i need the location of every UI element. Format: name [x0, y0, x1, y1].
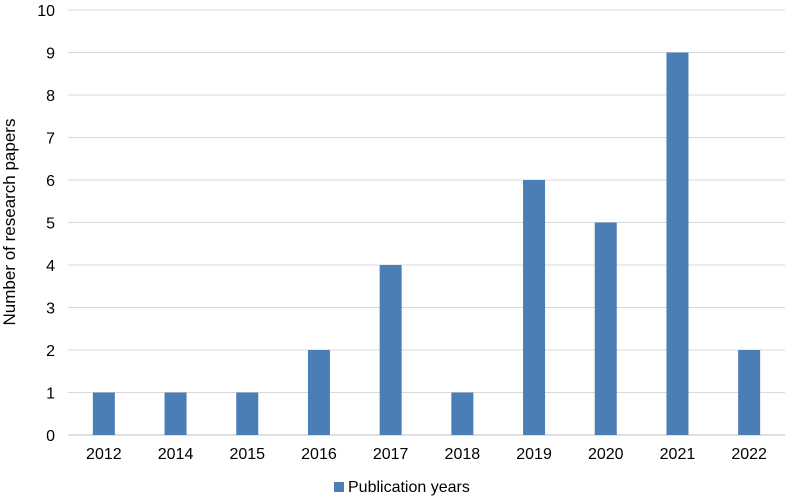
y-tick-label: 3	[46, 301, 55, 318]
x-tick-label-2021: 2021	[660, 446, 696, 463]
x-tick-label-2012: 2012	[86, 446, 122, 463]
y-tick-label: 5	[46, 216, 55, 233]
legend-label: Publication years	[348, 479, 470, 496]
x-tick-label-2015: 2015	[229, 446, 265, 463]
y-axis-title: Number of research papers	[0, 119, 19, 326]
x-axis-ticks: 2012 2014 2015 2016 2017 2018 2019 2020 2021 2022	[86, 446, 767, 463]
y-tick-label: 1	[46, 386, 55, 403]
bars	[92, 52, 761, 435]
y-tick-label: 8	[46, 88, 55, 105]
bar-2012	[92, 392, 115, 435]
y-tick-label: 4	[46, 258, 55, 275]
bar-2018	[451, 392, 474, 435]
bar-2016	[307, 350, 330, 435]
y-tick-label: 9	[46, 46, 55, 63]
x-tick-label-2018: 2018	[445, 446, 481, 463]
x-tick-label-2020: 2020	[588, 446, 624, 463]
x-tick-label-2014: 2014	[158, 446, 194, 463]
x-tick-label-2022: 2022	[731, 446, 767, 463]
y-tick-label: 0	[46, 428, 55, 445]
legend-swatch	[334, 482, 344, 492]
x-tick-label-2016: 2016	[301, 446, 337, 463]
y-tick-label: 6	[46, 173, 55, 190]
y-axis-ticks: 0 1 2 3 4 5 6 7 8 9 10	[37, 3, 55, 445]
bar-2022	[738, 350, 761, 435]
y-tick-label: 10	[37, 3, 55, 20]
y-tick-label: 2	[46, 343, 55, 360]
bar-2014	[164, 392, 187, 435]
y-tick-label: 7	[46, 131, 55, 148]
gridlines	[68, 9, 785, 436]
x-tick-label-2017: 2017	[373, 446, 409, 463]
bar-2020	[594, 222, 617, 435]
bar-2021	[666, 52, 689, 435]
x-tick-label-2019: 2019	[516, 446, 552, 463]
bar-2019	[523, 180, 546, 435]
bar-2017	[379, 265, 402, 435]
legend: Publication years	[334, 479, 470, 496]
bar-2015	[236, 392, 259, 435]
